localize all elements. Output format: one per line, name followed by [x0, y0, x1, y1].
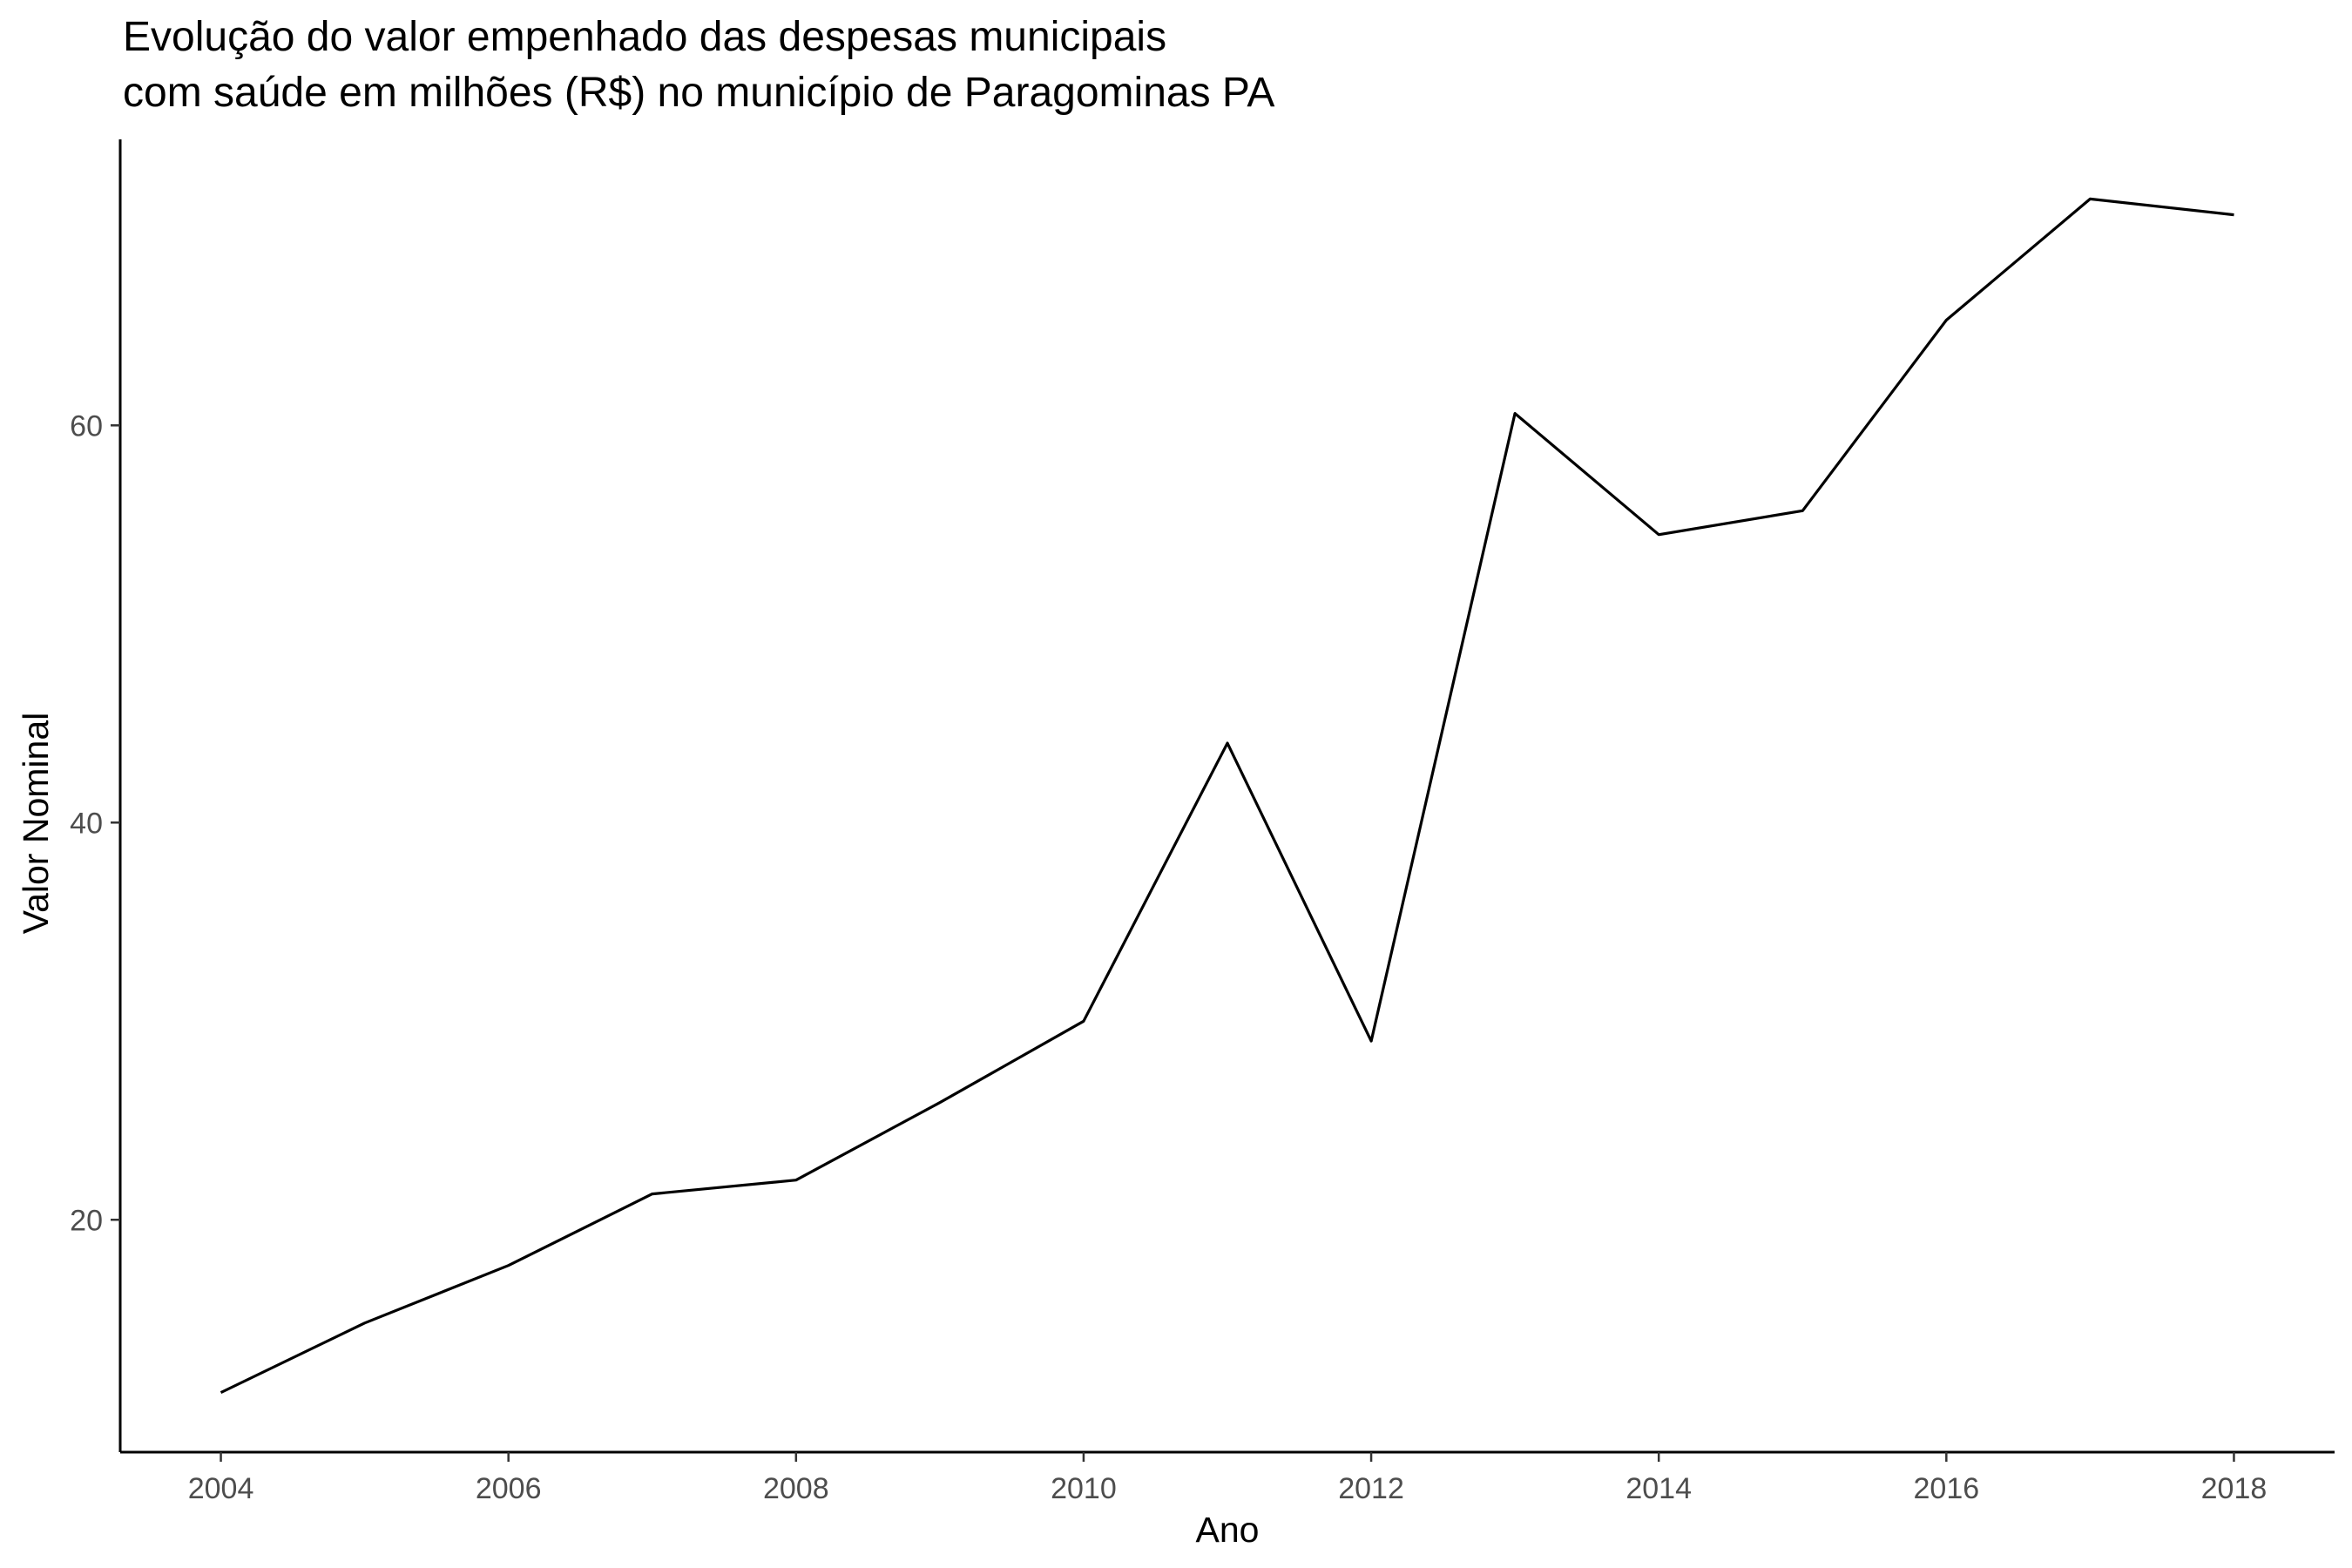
- x-tick-label: 2018: [2201, 1472, 2268, 1505]
- data-point: [363, 1321, 367, 1325]
- chart-title-line-2: com saúde em milhões (R$) no município d…: [123, 70, 1274, 116]
- data-point: [1801, 509, 1804, 512]
- x-tick-label: 2010: [1051, 1472, 1117, 1505]
- x-tick-label: 2014: [1625, 1472, 1692, 1505]
- x-tick-label: 2008: [763, 1472, 829, 1505]
- data-point: [1513, 412, 1517, 416]
- y-tick-label: 40: [70, 807, 103, 840]
- data-point: [507, 1264, 510, 1267]
- plot-area: [220, 197, 2235, 1395]
- x-tick-label: 2006: [476, 1472, 542, 1505]
- data-point: [938, 1101, 942, 1105]
- data-point: [2088, 197, 2092, 200]
- data-point: [1226, 741, 1229, 745]
- data-point: [1657, 533, 1660, 537]
- y-tick-label: 20: [70, 1204, 103, 1237]
- y-axis-ticks: 20 40 60: [70, 409, 120, 1237]
- data-point: [1369, 1039, 1373, 1043]
- x-tick-label: 2004: [188, 1472, 254, 1505]
- data-point: [220, 1391, 223, 1395]
- series-line: [220, 197, 2234, 1395]
- data-point: [2232, 213, 2235, 217]
- x-tick-label: 2016: [1914, 1472, 1980, 1505]
- data-point: [1944, 318, 1948, 321]
- chart-title-line-1: Evolução do valor empenhado das despesas…: [123, 14, 1166, 60]
- data-point: [651, 1193, 654, 1196]
- y-axis-title: Valor Nominal: [16, 713, 56, 934]
- x-tick-label: 2012: [1338, 1472, 1404, 1505]
- data-point: [794, 1179, 798, 1182]
- x-axis-title: Ano: [1196, 1510, 1260, 1550]
- data-point: [1082, 1019, 1085, 1023]
- y-tick-label: 60: [70, 409, 103, 443]
- x-axis-ticks: 2004 2006 2008 2010 2012 2014 2016 2018: [188, 1452, 2268, 1505]
